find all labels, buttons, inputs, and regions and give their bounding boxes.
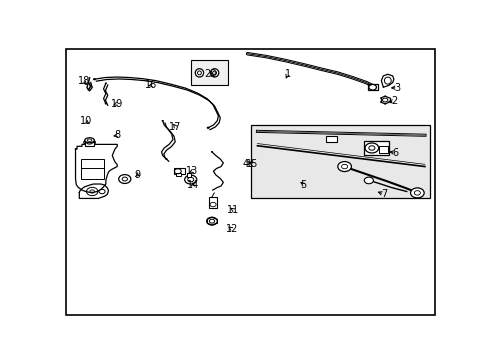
Circle shape [364, 177, 373, 184]
Circle shape [206, 127, 209, 129]
Bar [190, 60, 227, 85]
Text: 13: 13 [185, 166, 198, 176]
Text: 16: 16 [145, 80, 157, 90]
Text: 1: 1 [284, 69, 290, 79]
Bar [175, 174, 181, 176]
Text: 9: 9 [134, 170, 141, 180]
Circle shape [104, 103, 107, 104]
Bar [326, 135, 336, 141]
Circle shape [165, 158, 167, 160]
Ellipse shape [195, 69, 203, 77]
Polygon shape [79, 184, 108, 198]
Text: 6: 6 [391, 148, 398, 158]
Text: 14: 14 [186, 180, 199, 190]
Bar [367, 84, 377, 90]
Circle shape [184, 175, 196, 184]
Circle shape [161, 120, 163, 122]
Text: 20: 20 [204, 69, 217, 79]
Text: 8: 8 [114, 130, 120, 140]
Text: 2: 2 [391, 96, 397, 107]
Bar [85, 143, 94, 146]
Text: 7: 7 [380, 189, 386, 199]
Text: 5: 5 [300, 180, 306, 190]
Ellipse shape [84, 138, 94, 143]
Bar [251, 125, 429, 198]
Circle shape [104, 82, 107, 84]
Text: 15: 15 [245, 159, 257, 169]
Circle shape [365, 143, 378, 153]
Text: 12: 12 [225, 224, 237, 234]
Bar [186, 173, 190, 177]
Circle shape [410, 188, 423, 198]
Circle shape [93, 78, 96, 80]
Circle shape [210, 151, 213, 153]
Circle shape [368, 85, 376, 90]
Text: 18: 18 [78, 76, 90, 86]
Text: 10: 10 [80, 116, 92, 126]
Polygon shape [75, 144, 117, 192]
Polygon shape [381, 74, 393, 87]
Text: 19: 19 [111, 99, 123, 109]
Circle shape [119, 175, 131, 184]
Text: 17: 17 [169, 122, 182, 132]
Text: 11: 11 [227, 205, 239, 215]
Bar [364, 141, 388, 155]
Text: 3: 3 [394, 82, 400, 93]
Bar [81, 159, 104, 179]
Ellipse shape [84, 139, 95, 145]
Text: 4: 4 [242, 159, 248, 169]
Bar [174, 168, 185, 174]
Bar [379, 146, 387, 153]
Circle shape [206, 217, 217, 225]
Ellipse shape [210, 69, 218, 77]
Bar [208, 197, 217, 208]
Circle shape [337, 162, 351, 172]
